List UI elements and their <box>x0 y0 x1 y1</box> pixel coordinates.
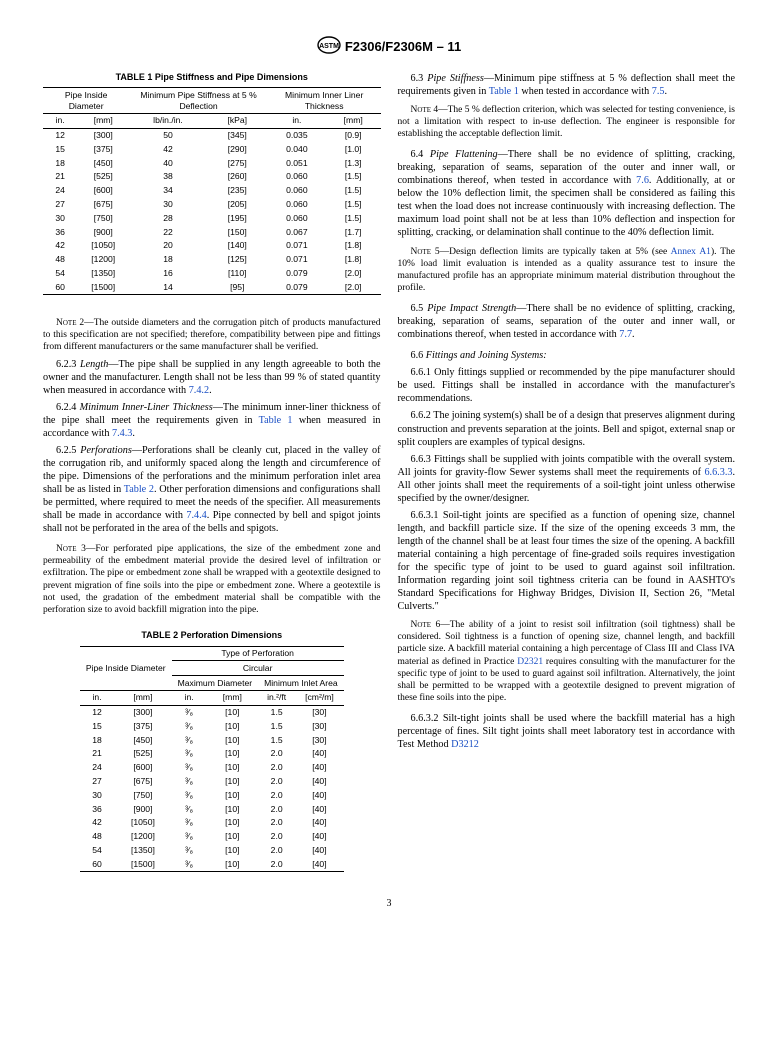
table-row: 24[600]34[235]0.060[1.5] <box>43 184 381 198</box>
page-number: 3 <box>43 898 735 911</box>
note3: Note 3—For perforated pipe applications,… <box>43 543 381 616</box>
left-column: TABLE 1 Pipe Stiffness and Pipe Dimensio… <box>43 72 381 880</box>
para-663: 6.6.3 Fittings shall be supplied with jo… <box>398 453 736 505</box>
table-row: 36[900]³⁄₈[10]2.0[40] <box>80 802 344 816</box>
table-row: 42[1050]³⁄₈[10]2.0[40] <box>80 816 344 830</box>
para-66: 6.6 Fittings and Joining Systems: <box>398 349 736 362</box>
para-662: 6.6.2 The joining system(s) shall be of … <box>398 409 736 448</box>
t1-h-liner: Minimum Inner Liner Thickness <box>268 88 381 114</box>
para-661: 6.6.1 Only fittings supplied or recommen… <box>398 366 736 405</box>
table-row: 60[1500]³⁄₈[10]2.0[40] <box>80 857 344 871</box>
astm-logo: ASTM <box>317 36 341 59</box>
note2: Note 2—The outside diameters and the cor… <box>43 317 381 353</box>
table1: Pipe Inside Diameter Minimum Pipe Stiffn… <box>43 87 381 295</box>
svg-text:ASTM: ASTM <box>319 43 339 50</box>
para-6632: 6.6.3.2 Silt-tight joints shall be used … <box>398 712 736 751</box>
table-row: 15[375]³⁄₈[10]1.5[30] <box>80 720 344 734</box>
para-624: 6.2.4 Minimum Inner-Liner Thickness—The … <box>43 401 381 440</box>
table-row: 36[900]22[150]0.067[1.7] <box>43 225 381 239</box>
table-row: 12[300]50[345]0.035[0.9] <box>43 128 381 142</box>
para-6631: 6.6.3.1 Soil-tight joints are specified … <box>398 509 736 613</box>
page-header: ASTM F2306/F2306M – 11 <box>43 36 735 59</box>
right-column: 6.3 Pipe Stiffness—Minimum pipe stiffnes… <box>398 72 736 880</box>
table-row: 30[750]28[195]0.060[1.5] <box>43 211 381 225</box>
note6: Note 6—The ability of a joint to resist … <box>398 619 736 704</box>
note4: Note 4—The 5 % deflection criterion, whi… <box>398 104 736 140</box>
table-row: 27[675]³⁄₈[10]2.0[40] <box>80 775 344 789</box>
doc-code: F2306/F2306M – 11 <box>345 39 461 54</box>
t1-h-diameter: Pipe Inside Diameter <box>43 88 129 114</box>
table-row: 21[525]³⁄₈[10]2.0[40] <box>80 747 344 761</box>
table-row: 54[1350]³⁄₈[10]2.0[40] <box>80 844 344 858</box>
para-63: 6.3 Pipe Stiffness—Minimum pipe stiffnes… <box>398 72 736 98</box>
table-row: 21[525]38[260]0.060[1.5] <box>43 170 381 184</box>
para-65: 6.5 Pipe Impact Strength—There shall be … <box>398 302 736 341</box>
table-row: 18[450]40[275]0.051[1.3] <box>43 156 381 170</box>
table-row: 18[450]³⁄₈[10]1.5[30] <box>80 733 344 747</box>
note5: Note 5—Design deflection limits are typi… <box>398 246 736 295</box>
t1-h-stiffness: Minimum Pipe Stiffness at 5 % Deflection <box>129 88 268 114</box>
table1-title: TABLE 1 Pipe Stiffness and Pipe Dimensio… <box>43 72 381 84</box>
para-623: 6.2.3 Length—The pipe shall be supplied … <box>43 358 381 397</box>
table-row: 48[1200]³⁄₈[10]2.0[40] <box>80 830 344 844</box>
table-row: 30[750]³⁄₈[10]2.0[40] <box>80 788 344 802</box>
table-row: 27[675]30[205]0.060[1.5] <box>43 198 381 212</box>
para-64: 6.4 Pipe Flattening—There shall be no ev… <box>398 148 736 239</box>
table-row: 54[1350]16[110]0.079[2.0] <box>43 267 381 281</box>
table-row: 48[1200]18[125]0.071[1.8] <box>43 253 381 267</box>
table-row: 60[1500]14[95]0.079[2.0] <box>43 280 381 294</box>
table-row: 24[600]³⁄₈[10]2.0[40] <box>80 761 344 775</box>
table-row: 12[300]³⁄₈[10]1.5[30] <box>80 705 344 719</box>
table2: Pipe Inside Diameter Type of Perforation… <box>80 646 344 873</box>
para-625: 6.2.5 Perforations—Perforations shall be… <box>43 444 381 535</box>
table-row: 42[1050]20[140]0.071[1.8] <box>43 239 381 253</box>
table2-title: TABLE 2 Perforation Dimensions <box>43 630 381 642</box>
table-row: 15[375]42[290]0.040[1.0] <box>43 142 381 156</box>
